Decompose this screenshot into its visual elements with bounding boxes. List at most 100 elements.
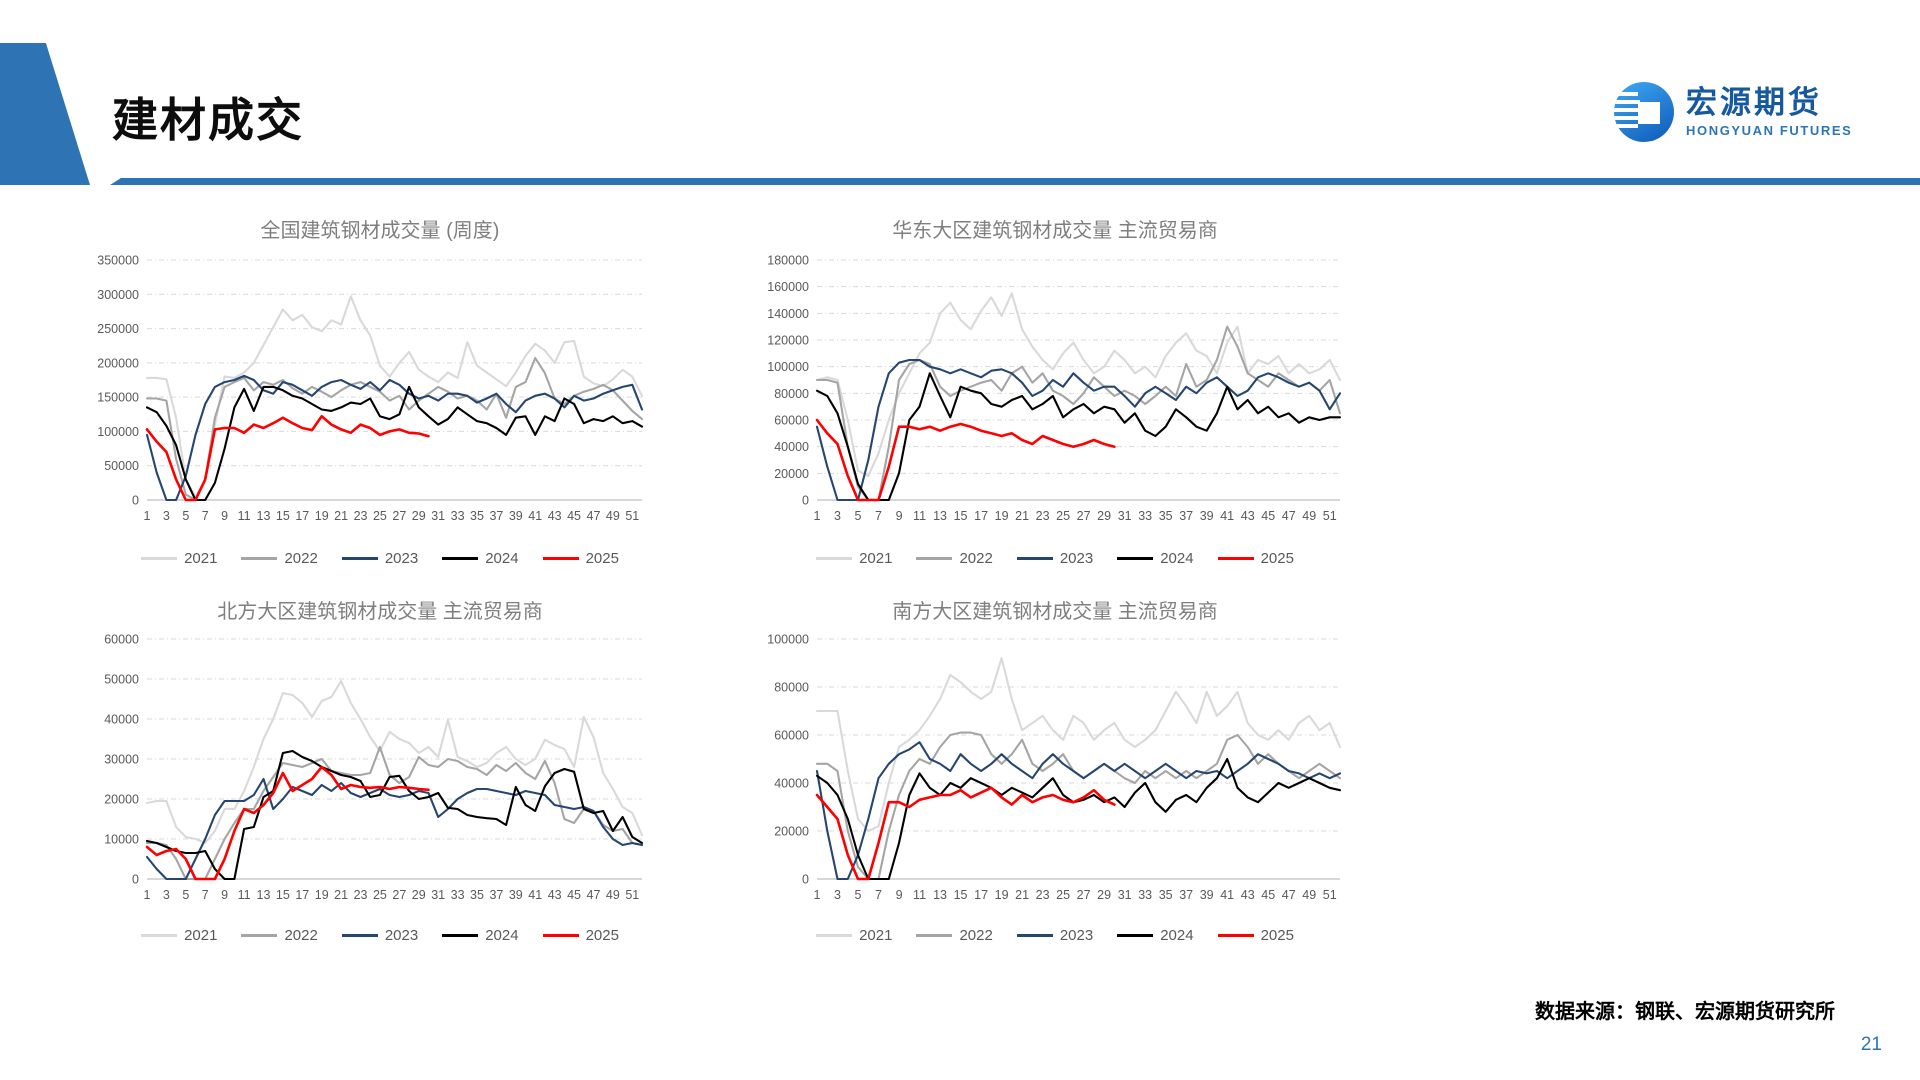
- brand-logo: 宏源期货 HONGYUAN FUTURES: [1612, 80, 1852, 144]
- legend-label: 2023: [384, 927, 419, 944]
- x-tick-label: 13: [933, 888, 947, 902]
- legend-swatch: [141, 934, 178, 937]
- logo-text-en: HONGYUAN FUTURES: [1686, 123, 1853, 139]
- chart-legend: 2021 2022 2023 2024 2025: [85, 550, 675, 567]
- x-tick-label: 7: [875, 888, 882, 902]
- x-tick-label: 21: [334, 509, 348, 523]
- y-tick-label: 100000: [97, 425, 139, 439]
- y-tick-label: 300000: [97, 288, 139, 302]
- x-tick-label: 21: [1015, 888, 1029, 902]
- x-tick-label: 33: [1138, 509, 1152, 523]
- x-tick-label: 27: [1077, 888, 1091, 902]
- x-tick-label: 9: [896, 509, 903, 523]
- y-tick-label: 20000: [774, 467, 809, 481]
- x-tick-label: 33: [451, 509, 465, 523]
- series-line-2023: [815, 741, 1342, 881]
- chart-legend: 2021 2022 2023 2024 2025: [755, 550, 1355, 567]
- y-tick-label: 0: [802, 494, 809, 508]
- legend-label: 2024: [485, 550, 519, 567]
- legend-swatch: [1016, 557, 1053, 560]
- x-tick-label: 43: [1241, 509, 1255, 523]
- legend-swatch: [816, 934, 853, 937]
- x-tick-label: 35: [1159, 509, 1173, 523]
- x-tick-label: 23: [354, 888, 368, 902]
- x-tick-label: 25: [1056, 888, 1070, 902]
- legend-swatch: [1117, 557, 1154, 560]
- x-tick-label: 35: [470, 888, 484, 902]
- x-tick-label: 15: [954, 888, 968, 902]
- x-tick-label: 39: [1200, 509, 1214, 523]
- x-tick-label: 3: [163, 509, 170, 523]
- series-line-2021: [815, 292, 1342, 478]
- x-tick-label: 5: [182, 888, 189, 902]
- x-tick-label: 25: [1056, 509, 1070, 523]
- x-tick-label: 35: [470, 509, 484, 523]
- y-tick-label: 50000: [104, 459, 139, 473]
- legend-item: 2025: [542, 550, 619, 567]
- y-tick-label: 30000: [104, 753, 139, 767]
- y-tick-label: 160000: [767, 280, 809, 294]
- x-tick-label: 17: [974, 888, 988, 902]
- legend-label: 2024: [1160, 927, 1194, 944]
- header-accent-shape: [0, 43, 90, 185]
- legend-swatch: [241, 557, 278, 560]
- series-line-2025: [145, 765, 430, 881]
- chart-national: 全国建筑钢材成交量 (周度) 0 50000 100000 150000 200000 2…: [85, 200, 675, 585]
- legend-label: 2025: [585, 927, 619, 944]
- x-tick-label: 39: [1200, 888, 1214, 902]
- chart-north: 北方大区建筑钢材成交量 主流贸易商 0 10000 20000 30000 40000 5…: [85, 575, 675, 965]
- legend-label: 2022: [284, 927, 318, 944]
- x-tick-label: 17: [974, 509, 988, 523]
- y-tick-label: 80000: [774, 387, 809, 401]
- x-tick-label: 47: [587, 509, 601, 523]
- x-tick-label: 43: [548, 509, 562, 523]
- x-tick-label: 49: [606, 509, 620, 523]
- chart-south: 南方大区建筑钢材成交量 主流贸易商 0 20000 40000 60000 80000 1…: [755, 575, 1355, 965]
- x-tick-label: 51: [1323, 888, 1337, 902]
- legend-item: 2023: [1016, 550, 1093, 567]
- x-tick-label: 11: [913, 509, 926, 523]
- legend-label: 2022: [284, 550, 318, 567]
- x-tick-label: 33: [1138, 888, 1152, 902]
- y-tick-label: 40000: [774, 440, 809, 454]
- logo-texts: 宏源期货 HONGYUAN FUTURES: [1686, 84, 1853, 139]
- x-tick-label: 15: [276, 888, 290, 902]
- header-divider: [110, 178, 1920, 185]
- x-tick-label: 29: [1097, 888, 1111, 902]
- legend-item: 2023: [341, 550, 418, 567]
- x-tick-label: 51: [1323, 509, 1337, 523]
- logo-text-cn: 宏源期货: [1686, 84, 1822, 120]
- x-tick-label: 1: [144, 509, 151, 523]
- series-line-2024: [815, 757, 1342, 881]
- x-tick-label: 37: [1179, 888, 1193, 902]
- series-line-2025: [145, 415, 430, 502]
- y-tick-label: 120000: [767, 334, 809, 348]
- x-tick-label: 45: [1261, 888, 1275, 902]
- x-tick-label: 49: [1302, 888, 1316, 902]
- y-tick-label: 100000: [767, 633, 809, 647]
- legend-item: 2024: [1117, 927, 1194, 944]
- y-tick-label: 0: [802, 873, 809, 887]
- x-tick-label: 49: [606, 888, 620, 902]
- legend-swatch: [442, 934, 479, 937]
- chart-canvas: 0 20000 40000 60000 80000 100000 120000 140000 1…: [767, 254, 1342, 523]
- y-tick-label: 50000: [104, 673, 139, 687]
- x-tick-label: 41: [528, 509, 542, 523]
- x-tick-label: 31: [1118, 888, 1132, 902]
- y-tick-label: 0: [132, 494, 139, 508]
- legend-label: 2023: [1059, 927, 1094, 944]
- chart-title: 华东大区建筑钢材成交量 主流贸易商: [892, 220, 1218, 242]
- source-note: 数据来源：钢联、宏源期货研究所: [1535, 1001, 1835, 1023]
- series-line-2025: [815, 786, 1116, 881]
- legend-label: 2025: [1260, 550, 1294, 567]
- series-line-2023: [815, 358, 1342, 502]
- x-tick-label: 13: [257, 888, 271, 902]
- x-tick-label: 19: [315, 509, 329, 523]
- x-tick-label: 19: [995, 888, 1009, 902]
- y-tick-label: 180000: [767, 254, 809, 268]
- series-line-2021: [815, 657, 1342, 833]
- x-tick-label: 1: [144, 888, 151, 902]
- series-line-2021: [145, 679, 644, 845]
